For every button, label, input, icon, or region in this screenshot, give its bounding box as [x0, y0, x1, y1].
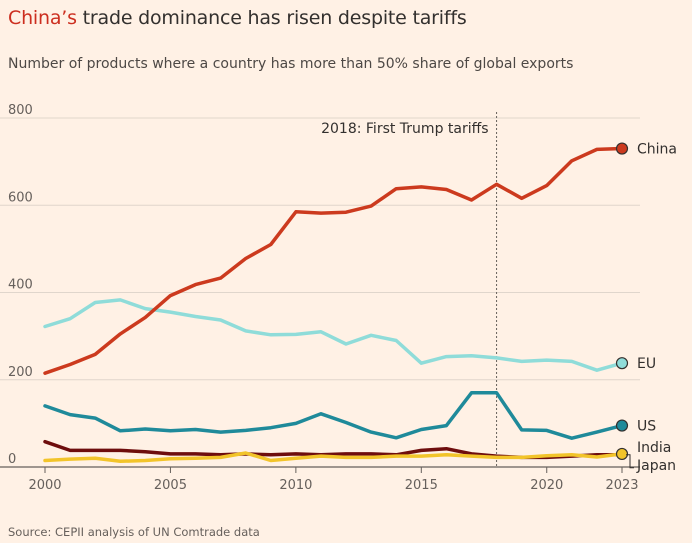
- source-note: Source: CEPII analysis of UN Comtrade da…: [8, 525, 260, 539]
- series-end-marker-china: [615, 142, 629, 155]
- y-tick-label: 200: [8, 365, 33, 380]
- chart-subtitle: Number of products where a country has m…: [8, 56, 574, 72]
- x-tick-label: 2000: [28, 478, 61, 493]
- annotation-label: 2018: First Trump tariffs: [321, 121, 488, 137]
- x-tick-label: 2020: [530, 478, 563, 493]
- series-end-marker-india: [615, 447, 629, 461]
- series-line-eu: [43, 298, 624, 372]
- y-tick-label: 400: [8, 278, 33, 293]
- series-line-us: [43, 391, 624, 440]
- series-line-india: [43, 451, 624, 464]
- y-tick-label: 600: [8, 190, 33, 205]
- y-tick-label: 0: [8, 452, 16, 467]
- x-tick-label: 2005: [154, 478, 187, 493]
- y-tick-label: 800: [8, 103, 33, 118]
- series-label-us: US: [637, 419, 656, 435]
- series-line-china: [43, 146, 624, 375]
- chart-title-rest: trade dominance has risen despite tariff…: [76, 7, 467, 29]
- series-label-eu: EU: [637, 356, 656, 372]
- series-label-india: India: [637, 440, 671, 456]
- series-label-china: China: [637, 142, 677, 158]
- x-tick-label: 2023: [605, 478, 638, 493]
- series-label-japan: Japan: [636, 458, 676, 474]
- series-end-marker-eu: [615, 357, 629, 370]
- x-tick-label: 2015: [405, 478, 438, 493]
- chart-title-highlight: China’s: [8, 7, 77, 29]
- line-chart: 0 200 400 600 800 2000 2005 2010 2015 2020 2023 201…: [0, 103, 677, 493]
- chart-title: China’s trade dominance has risen despit…: [8, 7, 467, 29]
- x-tick-label: 2010: [279, 478, 312, 493]
- series-end-marker-us: [615, 419, 629, 432]
- japan-leader-line: [626, 454, 634, 469]
